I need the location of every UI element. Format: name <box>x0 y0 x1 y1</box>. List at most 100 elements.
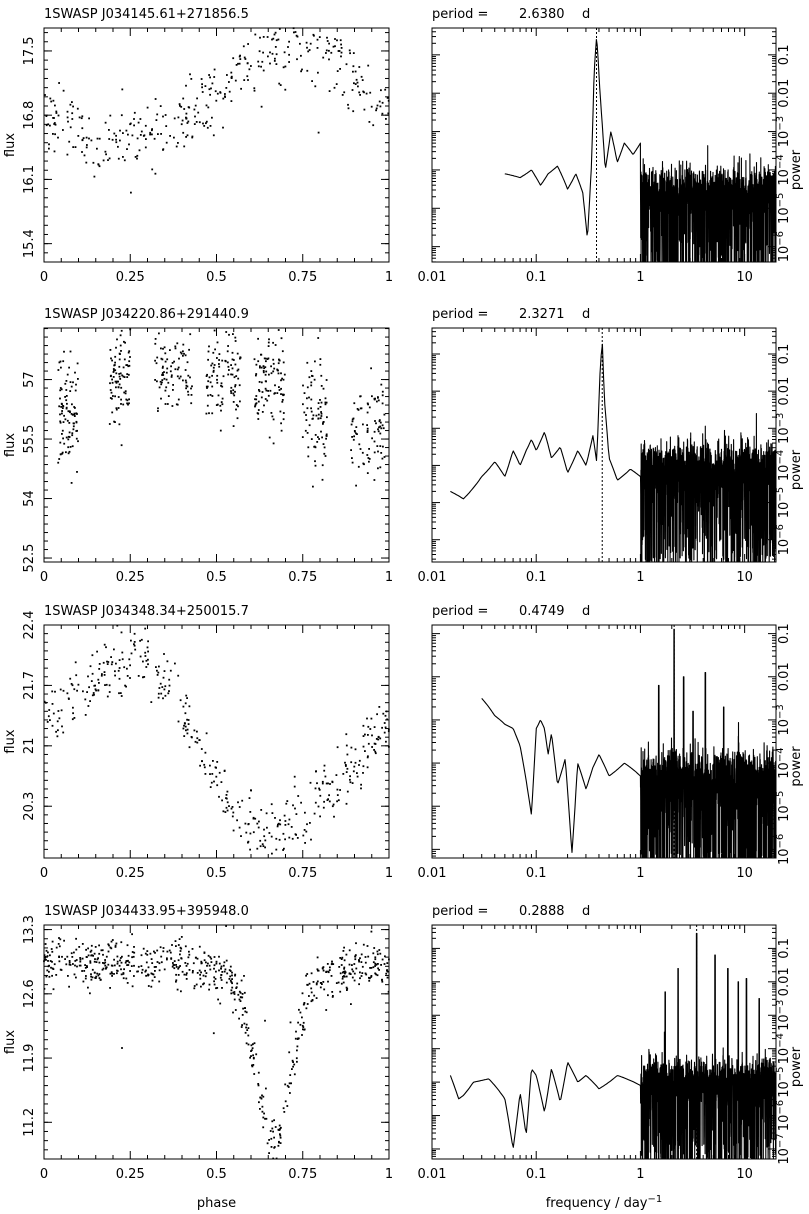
data-point <box>255 1053 258 1056</box>
data-point <box>305 414 307 416</box>
data-point <box>209 764 211 767</box>
data-point <box>274 392 276 394</box>
data-point <box>128 350 131 353</box>
data-point <box>209 381 212 384</box>
data-point <box>322 981 325 983</box>
data-point <box>169 135 171 137</box>
data-point <box>209 76 211 79</box>
data-point <box>310 384 313 387</box>
data-point <box>196 741 199 744</box>
data-point <box>90 680 93 682</box>
data-point <box>353 82 355 85</box>
data-point <box>269 1130 272 1132</box>
data-point <box>326 963 329 965</box>
data-point <box>314 460 316 463</box>
data-point <box>285 802 288 805</box>
data-point <box>288 818 291 821</box>
data-point <box>378 100 381 103</box>
data-point <box>316 782 318 785</box>
data-point <box>346 753 349 756</box>
data-point <box>98 977 101 979</box>
data-point <box>149 133 151 136</box>
x-tick-label: 0.5 <box>206 866 227 881</box>
data-point <box>238 826 241 829</box>
data-point <box>308 376 311 379</box>
data-point <box>368 121 371 123</box>
data-point <box>234 363 237 366</box>
data-point <box>316 956 319 959</box>
data-point <box>306 361 309 364</box>
data-point <box>278 838 281 841</box>
data-point <box>375 738 378 740</box>
data-point <box>153 950 155 953</box>
data-point <box>68 366 70 369</box>
data-point <box>228 81 230 83</box>
data-point <box>74 371 76 374</box>
data-point <box>378 969 380 971</box>
data-point <box>230 989 233 992</box>
data-point <box>179 699 182 702</box>
data-point <box>151 133 153 136</box>
data-point <box>381 979 383 981</box>
data-point <box>234 340 237 342</box>
data-point <box>50 948 53 950</box>
data-point <box>238 998 241 1001</box>
data-point <box>212 371 215 373</box>
data-point <box>51 974 53 977</box>
data-point <box>122 366 125 369</box>
data-point <box>280 422 282 425</box>
data-point <box>208 376 211 379</box>
data-point <box>222 964 225 967</box>
data-point <box>319 417 322 420</box>
data-point <box>351 976 354 979</box>
data-point <box>340 43 342 46</box>
data-point <box>74 964 76 967</box>
data-point <box>91 694 94 697</box>
data-point <box>64 418 67 421</box>
data-point <box>257 400 260 403</box>
data-point <box>66 419 69 422</box>
data-point <box>270 803 273 806</box>
data-point <box>52 988 55 991</box>
data-point <box>342 981 345 984</box>
data-point <box>368 458 371 460</box>
y-tick-label: 10−3 <box>775 116 793 147</box>
data-point <box>376 953 379 956</box>
data-point <box>58 717 61 720</box>
data-point <box>144 952 147 955</box>
data-point <box>159 105 162 107</box>
data-point <box>145 659 148 662</box>
y-tick-label: 10−4 <box>775 1033 793 1064</box>
data-point <box>211 374 213 377</box>
data-point <box>244 1007 246 1009</box>
data-point <box>243 975 245 977</box>
data-point <box>156 380 158 383</box>
data-point <box>325 1009 328 1011</box>
data-point <box>162 950 165 953</box>
data-point <box>313 812 316 815</box>
data-point <box>191 948 194 950</box>
data-point <box>278 389 281 391</box>
data-point <box>282 66 285 69</box>
data-point <box>120 350 122 352</box>
data-point <box>118 423 121 426</box>
data-point <box>246 1029 249 1031</box>
y-tick-label: 10−5 <box>775 791 793 822</box>
data-point <box>126 667 128 670</box>
data-point <box>129 356 131 358</box>
data-point <box>140 638 143 641</box>
data-point <box>168 949 171 952</box>
data-point <box>355 78 358 81</box>
data-point <box>342 975 344 978</box>
data-point <box>121 374 124 377</box>
data-point <box>85 956 88 958</box>
data-point <box>116 955 119 958</box>
data-point <box>196 972 199 974</box>
data-point <box>351 457 353 459</box>
data-point <box>310 407 312 410</box>
data-point <box>231 971 233 974</box>
data-point <box>215 766 217 769</box>
data-point <box>380 89 382 92</box>
data-point <box>385 972 388 975</box>
data-point <box>222 375 225 378</box>
